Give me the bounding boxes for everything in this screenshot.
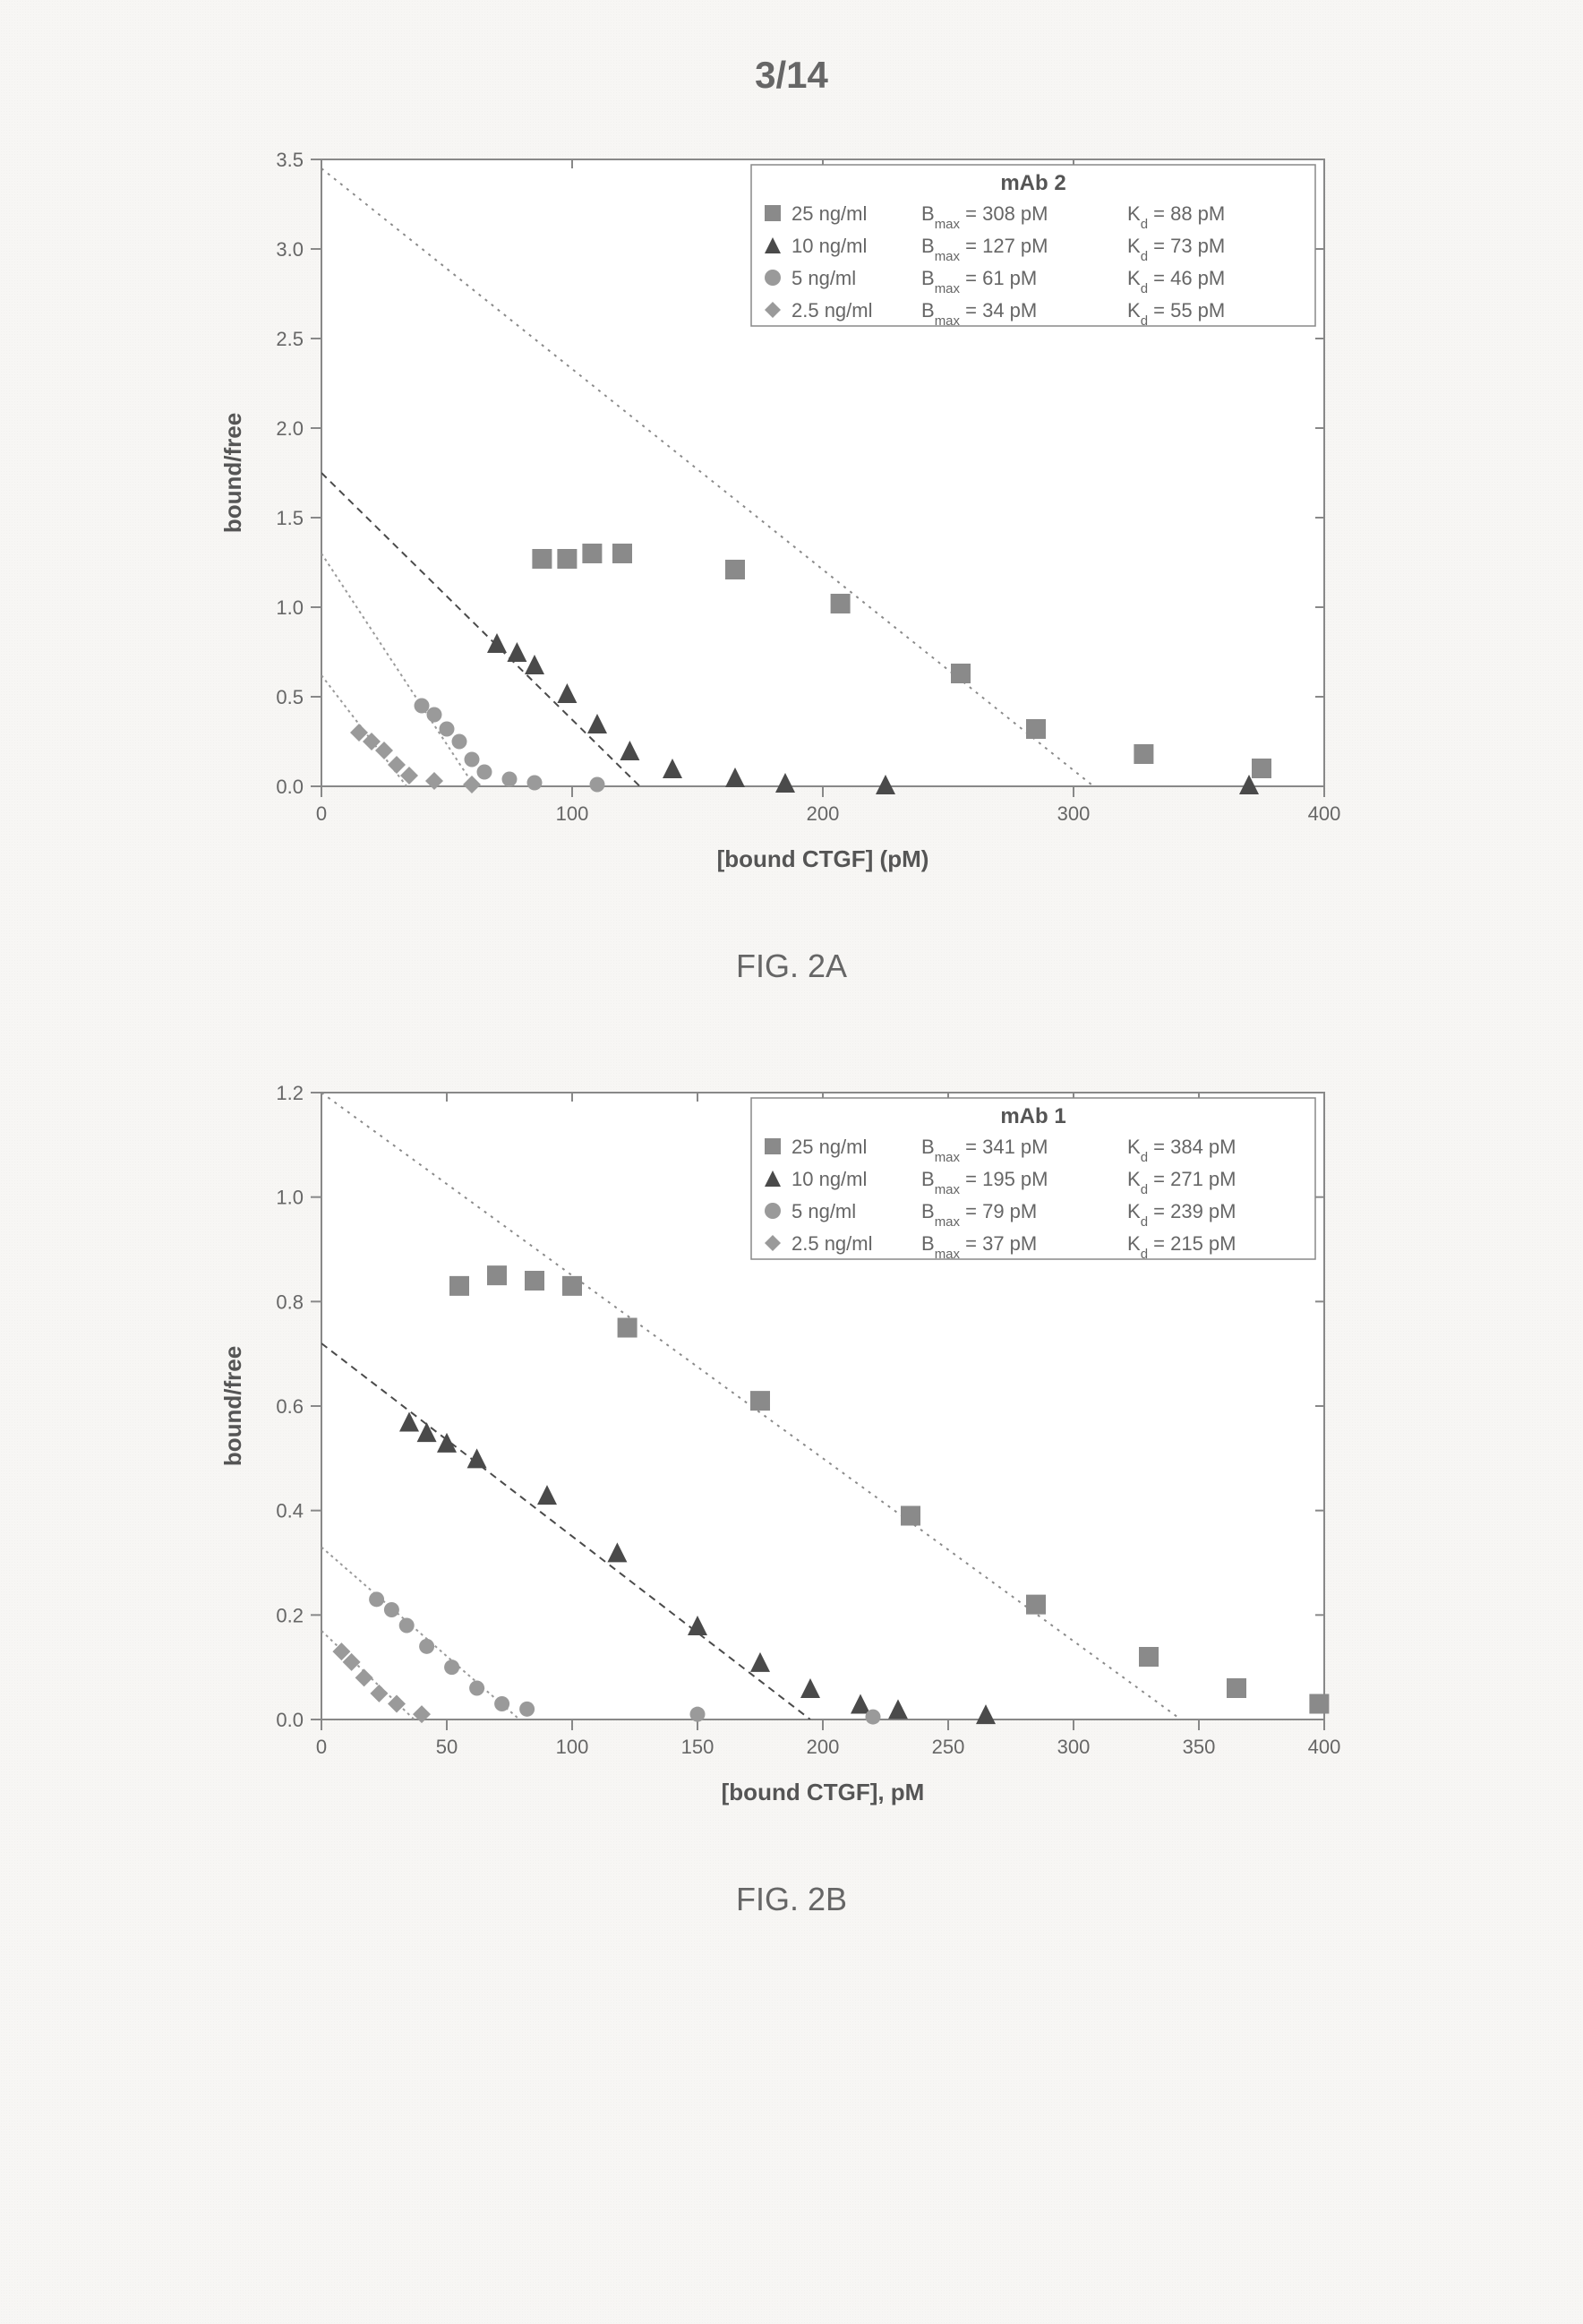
y-tick-label: 1.5 [276,507,304,529]
x-axis-label: [bound CTGF] (pM) [717,845,929,872]
legend-conc: 5 ng/ml [792,267,856,289]
legend-title: mAb 2 [1000,171,1065,195]
x-tick-label: 50 [436,1736,458,1758]
data-point [449,1276,469,1296]
data-point [477,765,492,780]
x-tick-label: 0 [316,802,327,825]
data-point [831,594,851,613]
legend-conc: 2.5 ng/ml [792,299,873,322]
y-tick-label: 2.5 [276,328,304,350]
y-tick-label: 0.5 [276,686,304,708]
data-point [502,772,518,787]
data-point [369,1591,384,1607]
data-point [465,752,480,768]
y-tick-label: 0.0 [276,1709,304,1731]
data-point [527,776,543,791]
legend-swatch-icon [765,270,781,286]
data-point [951,664,971,683]
data-point [525,1271,544,1291]
data-point [1309,1694,1329,1714]
y-tick-label: 1.0 [276,1187,304,1209]
data-point [866,1710,881,1725]
x-tick-label: 400 [1308,1736,1341,1758]
data-point [590,777,605,793]
x-tick-label: 200 [807,802,840,825]
x-tick-label: 250 [932,1736,965,1758]
data-point [1252,759,1271,778]
y-tick-label: 0.6 [276,1395,304,1418]
data-point [618,1318,637,1338]
data-point [440,722,455,737]
legend-conc: 5 ng/ml [792,1200,856,1222]
figure-2a-caption: FIG. 2A [165,948,1418,985]
data-point [494,1696,509,1711]
data-point [487,1265,507,1285]
y-tick-label: 1.2 [276,1082,304,1104]
x-tick-label: 0 [316,1736,327,1758]
data-point [469,1681,484,1696]
y-tick-label: 2.0 [276,417,304,440]
data-point [532,549,552,569]
data-point [612,544,632,563]
legend-title: mAb 1 [1000,1104,1065,1128]
data-point [690,1707,706,1722]
x-tick-label: 150 [681,1736,714,1758]
y-tick-label: 0.4 [276,1500,304,1522]
data-point [901,1506,920,1526]
legend-conc: 10 ng/ml [792,235,867,257]
page-number: 3/14 [36,54,1547,97]
data-point [419,1639,434,1654]
figure-2a-panel: 0 100 200 300 400 0.0 0.5 1.0 1.5 2.0 2.5 3.0 3.5 [bo… [165,124,1418,985]
data-point [725,560,745,579]
y-tick-label: 3.5 [276,149,304,171]
data-point [519,1702,535,1717]
data-point [1139,1647,1159,1667]
x-axis-label: [bound CTGF], pM [722,1779,925,1805]
data-point [557,549,577,569]
legend-swatch-icon [765,205,781,221]
y-tick-label: 1.0 [276,596,304,619]
x-tick-label: 400 [1308,802,1341,825]
data-point [384,1602,399,1617]
legend-swatch-icon [765,1203,781,1219]
legend-swatch-icon [765,1138,781,1154]
y-axis-label: bound/free [219,413,246,533]
figure-2b-caption: FIG. 2B [165,1881,1418,1918]
y-axis-label: bound/free [219,1346,246,1466]
data-point [1134,744,1153,764]
y-tick-label: 0.2 [276,1604,304,1626]
data-point [1227,1678,1246,1698]
data-point [750,1391,770,1411]
x-tick-label: 200 [807,1736,840,1758]
y-tick-label: 3.0 [276,238,304,261]
data-point [399,1618,415,1634]
x-tick-label: 350 [1183,1736,1216,1758]
x-tick-label: 300 [1057,802,1091,825]
x-tick-label: 100 [556,802,589,825]
y-tick-label: 0.8 [276,1291,304,1313]
x-tick-label: 300 [1057,1736,1091,1758]
data-point [415,699,430,714]
legend-conc: 25 ng/ml [792,202,867,225]
legend-conc: 25 ng/ml [792,1136,867,1158]
data-point [582,544,602,563]
data-point [427,707,442,723]
data-point [1026,719,1046,739]
legend-conc: 2.5 ng/ml [792,1232,873,1255]
y-tick-label: 0.0 [276,776,304,798]
chart-2a: 0 100 200 300 400 0.0 0.5 1.0 1.5 2.0 2.5 3.0 3.5 [bo… [187,124,1396,912]
x-tick-label: 100 [556,1736,589,1758]
data-point [562,1276,582,1296]
data-point [444,1659,459,1675]
data-point [452,734,467,750]
chart-2b: 0 50 100 150 200 250 300 350 400 0.0 0.2 0.4 0.6 0.8 1… [187,1057,1396,1845]
figure-2b-panel: 0 50 100 150 200 250 300 350 400 0.0 0.2 0.4 0.6 0.8 1… [165,1057,1418,1918]
legend-conc: 10 ng/ml [792,1168,867,1190]
data-point [1026,1595,1046,1615]
